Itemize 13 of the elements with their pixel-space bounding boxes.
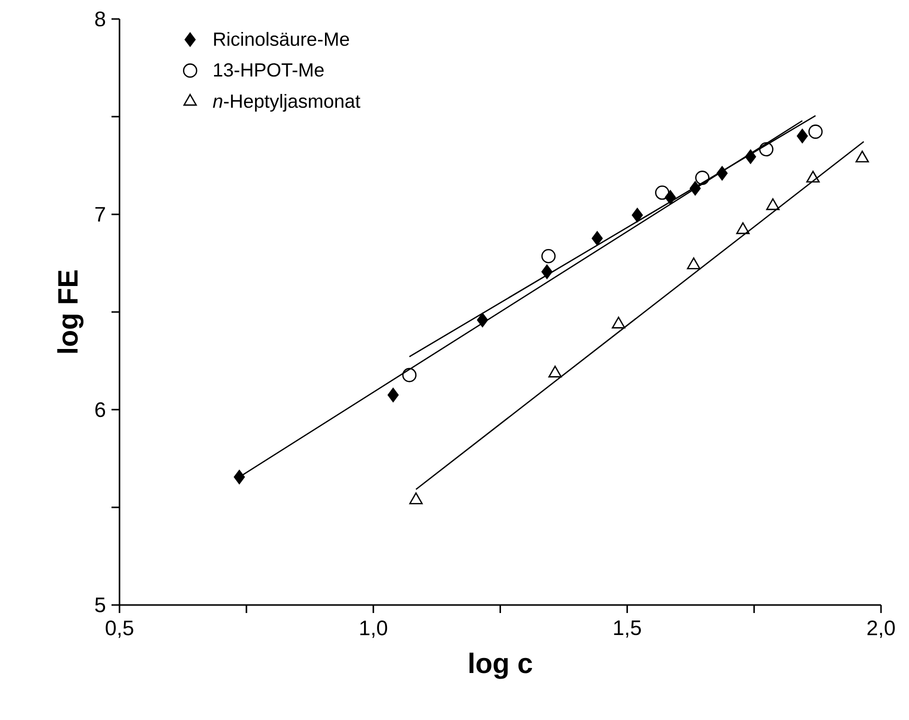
legend-label: Ricinolsäure-Me (214, 32, 349, 46)
x-tick-label: 2,0 (867, 620, 895, 638)
y-tick-label: 5 (95, 598, 106, 612)
legend-label: n-Heptyljasmonat (212, 94, 360, 112)
x-tick-label: 1,0 (360, 620, 388, 638)
y-tick-label: 8 (95, 12, 106, 26)
y-tick-label: 6 (95, 402, 106, 418)
y-axis-title: log FE (57, 270, 84, 353)
legend-label: 13-HPOT-Me (214, 63, 324, 77)
x-axis-title: log c (470, 652, 532, 679)
x-tick-label: 0,5 (106, 620, 134, 638)
x-tick-label: 1,5 (614, 620, 641, 638)
y-tick-label: 7 (95, 207, 105, 222)
